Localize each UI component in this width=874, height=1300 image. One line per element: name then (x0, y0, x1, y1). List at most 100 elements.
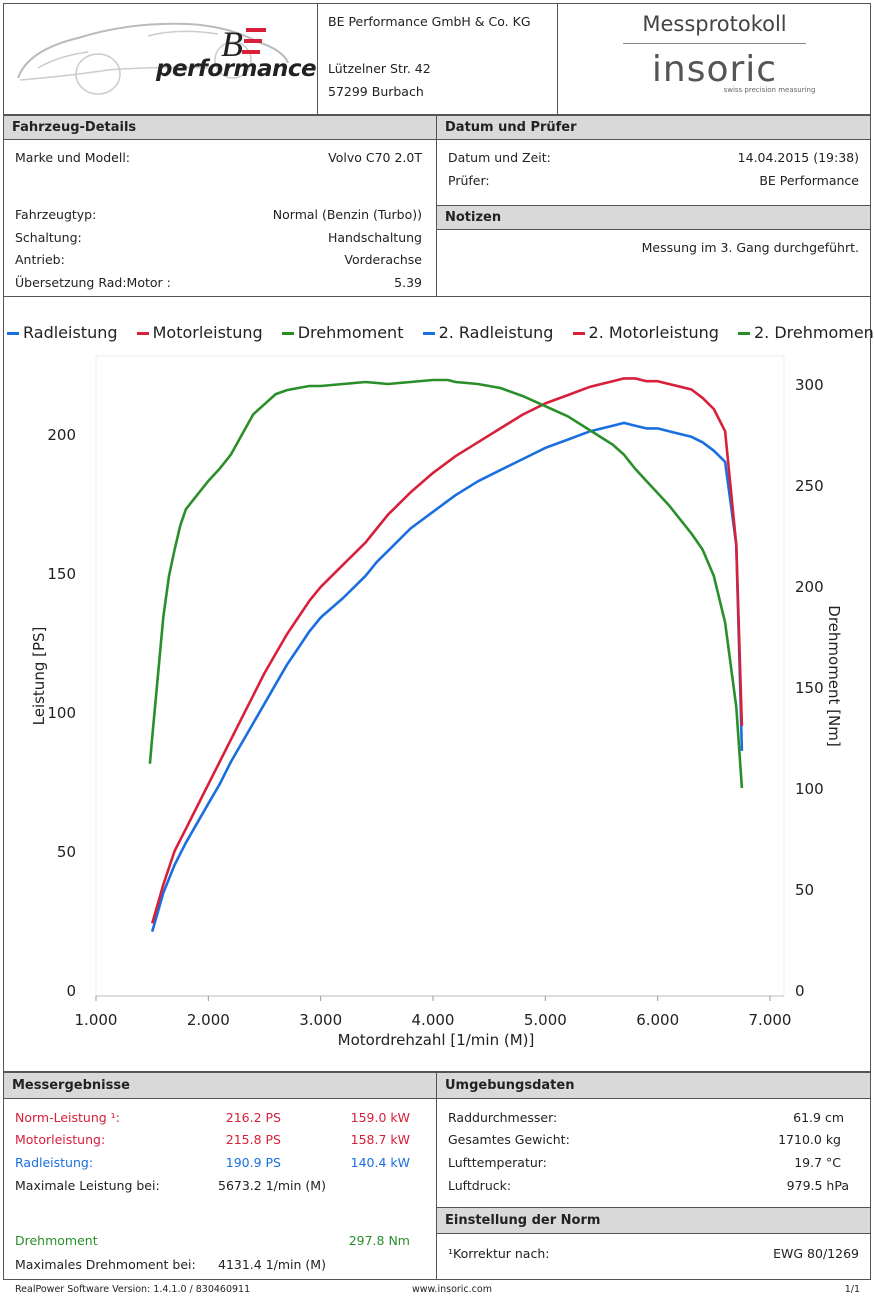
vehicle-label-drive: Antrieb: (15, 252, 65, 267)
y-tick-label: 200 (47, 426, 76, 444)
total-weight-value: 1710.0 kg (778, 1132, 841, 1147)
vehicle-value-gearbox: Handschaltung (327, 230, 422, 245)
vehicle-value-ratio: 5.39 (394, 275, 422, 290)
footer-software: RealPower Software Version: 1.4.1.0 / 83… (15, 1284, 251, 1295)
air-pressure-value: 979.5 hPa (786, 1178, 849, 1193)
x-tick-label: 7.000 (749, 1011, 792, 1029)
total-weight-label: Gesamtes Gewicht: (448, 1132, 570, 1147)
x-tick-label: 5.000 (524, 1011, 567, 1029)
series-line-radleistung (150, 421, 744, 932)
air-temp-value: 19.7 °C (794, 1155, 841, 1170)
vehicle-value-type: Normal (Benzin (Turbo)) (272, 207, 422, 222)
tester-value: BE Performance (759, 173, 859, 188)
insoric-logo: insoric swiss precision measuring (558, 49, 871, 95)
legend-2-motorleistung: 2. Motorleistung (572, 323, 719, 342)
y2-tick-label: 250 (795, 477, 824, 495)
wheel-diameter-label: Raddurchmesser: (448, 1110, 558, 1125)
environment-heading: Umgebungsdaten (437, 1073, 870, 1099)
results-panel (3, 1072, 437, 1280)
car-outline-icon: B (17, 22, 289, 95)
series-line-motorleistung (150, 377, 744, 924)
norm-power-ps: 216.2 PS (225, 1110, 281, 1125)
norm-power-kw: 159.0 kW (350, 1110, 410, 1125)
torque-label: Drehmoment (15, 1233, 98, 1248)
series-line-drehmoment (148, 378, 744, 789)
legend-2-drehmoment: 2. Drehmoment (737, 323, 874, 342)
wheel-power-ps: 190.9 PS (225, 1155, 281, 1170)
chart-panel (3, 296, 871, 1072)
y2-axis-label: Drehmoment [Nm] (825, 605, 843, 746)
vehicle-label-type: Fahrzeugtyp: (15, 207, 97, 222)
norm-correction-label: ¹Korrektur nach: (448, 1246, 550, 1261)
vehicle-label-gearbox: Schaltung: (15, 230, 82, 245)
y2-tick-label: 100 (795, 780, 824, 798)
max-power-at-value: 5673.2 1/min (M) (218, 1178, 326, 1193)
svg-text:B: B (221, 24, 243, 64)
x-tick-label: 1.000 (75, 1011, 118, 1029)
header-frame (3, 3, 871, 115)
norm-setting-heading: Einstellung der Norm (437, 1208, 870, 1234)
y2-tick-label: 50 (795, 881, 814, 899)
be-logo-text: performance (156, 56, 317, 82)
y2-tick-label: 200 (795, 578, 824, 596)
vehicle-details-heading: Fahrzeug-Details (4, 116, 436, 140)
vehicle-value-model: Volvo C70 2.0T (328, 150, 422, 165)
y2-tick-label: 150 (795, 679, 824, 697)
wheel-power-label: Radleistung: (15, 1155, 94, 1170)
norm-setting-panel (436, 1207, 871, 1280)
motor-power-kw: 158.7 kW (350, 1132, 410, 1147)
header-divider-2 (557, 3, 558, 115)
motor-power-ps: 215.8 PS (225, 1132, 281, 1147)
company-city: 57299 Burbach (328, 84, 424, 99)
x-tick-label: 6.000 (636, 1011, 679, 1029)
vehicle-label-model: Marke und Modell: (15, 150, 131, 165)
x-axis-label: Motordrehzahl [1/min (M)] (338, 1031, 535, 1049)
x-tick-label: 4.000 (412, 1011, 455, 1029)
norm-power-label: Norm-Leistung ¹: (15, 1110, 120, 1125)
legend-2-radleistung: 2. Radleistung (422, 323, 553, 342)
wheel-diameter-value: 61.9 cm (793, 1110, 844, 1125)
date-value: 14.04.2015 (19:38) (737, 150, 859, 165)
vehicle-label-ratio: Übersetzung Rad:Motor : (15, 275, 171, 290)
header-divider-1 (317, 3, 318, 115)
air-temp-label: Lufttemperatur: (448, 1155, 547, 1170)
company-street: Lützelner Str. 42 (328, 61, 431, 76)
x-tick-label: 2.000 (187, 1011, 230, 1029)
x-tick-label: 3.000 (299, 1011, 342, 1029)
results-heading: Messergebnisse (4, 1073, 436, 1099)
company-name: BE Performance GmbH & Co. KG (328, 14, 531, 29)
y-tick-label: 0 (66, 982, 76, 1000)
footer-website[interactable]: www.insoric.com (412, 1284, 492, 1295)
notes-text: Messung im 3. Gang durchgeführt. (641, 240, 859, 255)
document-title: Messprotokoll (642, 12, 787, 36)
y-axis-label: Leistung [PS] (30, 627, 48, 726)
tester-label: Prüfer: (448, 173, 490, 188)
title-underline (623, 43, 806, 44)
footer-page: 1/1 (844, 1284, 860, 1295)
legend-radleistung: Radleistung (7, 323, 118, 342)
plot-area (95, 355, 785, 997)
power-torque-chart: 1.000 2.000 3.000 4.000 5.000 6.000 7.000 0 50 1… (30, 355, 843, 1049)
vehicle-value-drive: Vorderachse (344, 252, 422, 267)
date-label: Datum und Zeit: (448, 150, 551, 165)
be-performance-logo: B performance (8, 8, 317, 108)
y-tick-label: 50 (57, 843, 76, 861)
legend-motorleistung: Motorleistung (136, 323, 263, 342)
max-torque-at-label: Maximales Drehmoment bei: (15, 1257, 196, 1272)
notes-heading: Notizen (437, 206, 870, 230)
y-tick-label: 100 (47, 704, 76, 722)
motor-power-label: Motorleistung: (15, 1132, 106, 1147)
y-tick-label: 150 (47, 565, 76, 583)
legend-drehmoment: Drehmoment (281, 323, 403, 342)
insoric-logo-text: insoric (651, 49, 778, 90)
max-torque-at-value: 4131.4 1/min (M) (218, 1257, 326, 1272)
air-pressure-label: Luftdruck: (448, 1178, 512, 1193)
max-power-at-label: Maximale Leistung bei: (15, 1178, 160, 1193)
y2-tick-label: 300 (795, 376, 824, 394)
vehicle-details-panel (3, 115, 437, 297)
date-tester-heading: Datum und Prüfer (437, 116, 870, 140)
wheel-power-kw: 140.4 kW (350, 1155, 410, 1170)
y2-tick-label: 0 (795, 982, 805, 1000)
torque-value: 297.8 Nm (348, 1233, 410, 1248)
norm-correction-value: EWG 80/1269 (773, 1246, 859, 1261)
